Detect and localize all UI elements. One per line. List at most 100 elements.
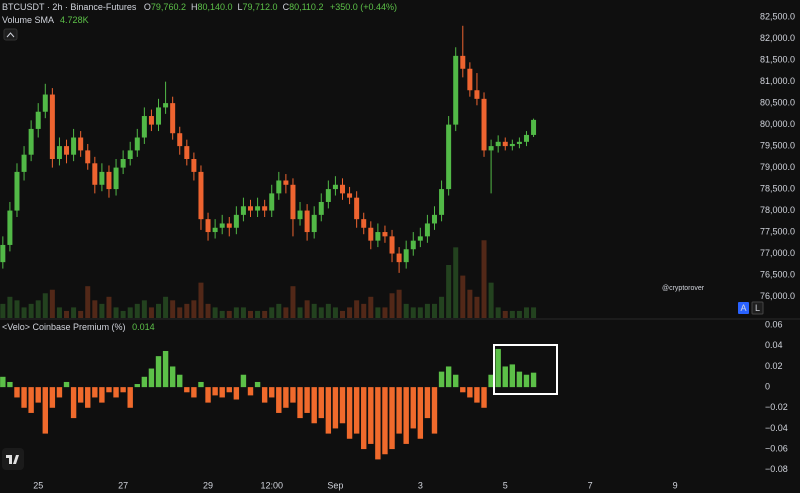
premium-bar [70, 387, 77, 419]
candle-body [382, 232, 388, 237]
log-button[interactable] [751, 301, 764, 315]
volume-bar [276, 303, 282, 318]
collapse-button[interactable] [3, 28, 18, 41]
volume-bar [382, 307, 388, 318]
volume-bar [431, 303, 437, 318]
premium-bar [502, 366, 508, 388]
candle-body [106, 171, 112, 190]
premium-bar [184, 387, 190, 393]
premium-bar [403, 387, 409, 444]
candle-body [71, 137, 77, 155]
candle-body [467, 68, 473, 91]
y-tick-label: −0.04 [765, 423, 788, 433]
y-tick-label: 0 [765, 381, 770, 391]
premium-bar [530, 372, 537, 388]
candle-body [269, 193, 275, 211]
volume-bar [516, 310, 522, 318]
premium-bar [148, 368, 155, 388]
volume-legend: Volume SMA 4.728K [2, 15, 89, 25]
auto-label[interactable]: A [740, 303, 746, 313]
candle-body [375, 232, 381, 241]
candle-body [92, 163, 98, 185]
premium-bar [283, 387, 289, 408]
volume-bar [127, 307, 133, 318]
premium-bar [389, 387, 395, 450]
candle-body [99, 171, 105, 185]
premium-bar [169, 366, 176, 388]
candle-body [347, 193, 353, 198]
ohlc-key: L [237, 2, 243, 12]
auto-button[interactable] [738, 302, 749, 314]
candle-body [226, 223, 232, 228]
volume-bar [439, 296, 445, 318]
premium-bar [205, 387, 211, 403]
x-tick-label: 29 [203, 480, 213, 490]
ohlc-key: H [190, 2, 198, 12]
volume-bar [495, 307, 501, 318]
y-tick-label: −0.08 [765, 464, 788, 474]
y-tick-label: 77,000.0 [760, 248, 795, 258]
candle-body [446, 124, 452, 190]
candle-body [516, 141, 522, 144]
candle-body [42, 94, 48, 112]
volume-bar [14, 300, 20, 318]
premium-bar [42, 387, 48, 434]
candle-body [325, 189, 331, 202]
y-tick-label: 79,000.0 [760, 162, 795, 172]
x-tick-label: 5 [503, 480, 508, 490]
premium-last: 0.014 [132, 322, 155, 332]
premium-bar [85, 387, 91, 408]
volume-bar [113, 307, 119, 318]
premium-bar [35, 387, 41, 403]
premium-bar [339, 387, 346, 424]
candle-body [28, 128, 34, 155]
premium-bar [191, 387, 197, 398]
highlight-box [493, 344, 558, 395]
candle-body [439, 189, 445, 215]
candle-body [283, 180, 289, 185]
premium-bar [368, 387, 374, 444]
symbol-title: BTCUSDT · 2h · Binance-Futures [2, 2, 137, 12]
premium-bar [474, 387, 480, 403]
candle-body [509, 143, 515, 147]
log-label[interactable]: L [755, 303, 760, 313]
x-tick-label: Sep [327, 480, 343, 490]
volume-bar [177, 307, 183, 318]
candle-body [290, 184, 296, 220]
premium-bar [247, 387, 254, 396]
premium-bar [21, 387, 27, 408]
candle-body [318, 201, 324, 215]
premium-bar [240, 374, 247, 388]
y-tick-label: 76,500.0 [760, 269, 795, 279]
volume-bar [205, 303, 211, 318]
x-tick-label: 3 [418, 480, 423, 490]
premium-bar [254, 381, 261, 388]
ohlc-value: 80,110.2 [289, 2, 324, 12]
volume-bar [7, 296, 13, 318]
premium-bar [134, 384, 140, 388]
premium-bar [162, 350, 169, 388]
candle-body [120, 159, 126, 168]
candle-body [502, 141, 508, 147]
premium-bar [453, 374, 459, 388]
ohlc-key: O [143, 2, 151, 12]
candle-body [14, 171, 20, 211]
candle-body [56, 146, 62, 159]
volume-bar [99, 303, 105, 318]
premium-bar [113, 387, 119, 398]
candle-body [488, 146, 494, 151]
candle-body [49, 94, 55, 159]
candle-body [424, 223, 430, 237]
premium-bar [233, 387, 240, 400]
volume-bar [85, 286, 91, 318]
candle-body [396, 253, 402, 263]
volume-bar [255, 310, 261, 318]
volume-bar [163, 296, 169, 318]
premium-bar [226, 387, 232, 393]
candle-body [304, 210, 310, 233]
x-tick-label: 7 [588, 480, 593, 490]
x-tick-label: 9 [673, 480, 678, 490]
volume-bar [184, 303, 190, 318]
watermark: @cryptorover [662, 285, 705, 292]
